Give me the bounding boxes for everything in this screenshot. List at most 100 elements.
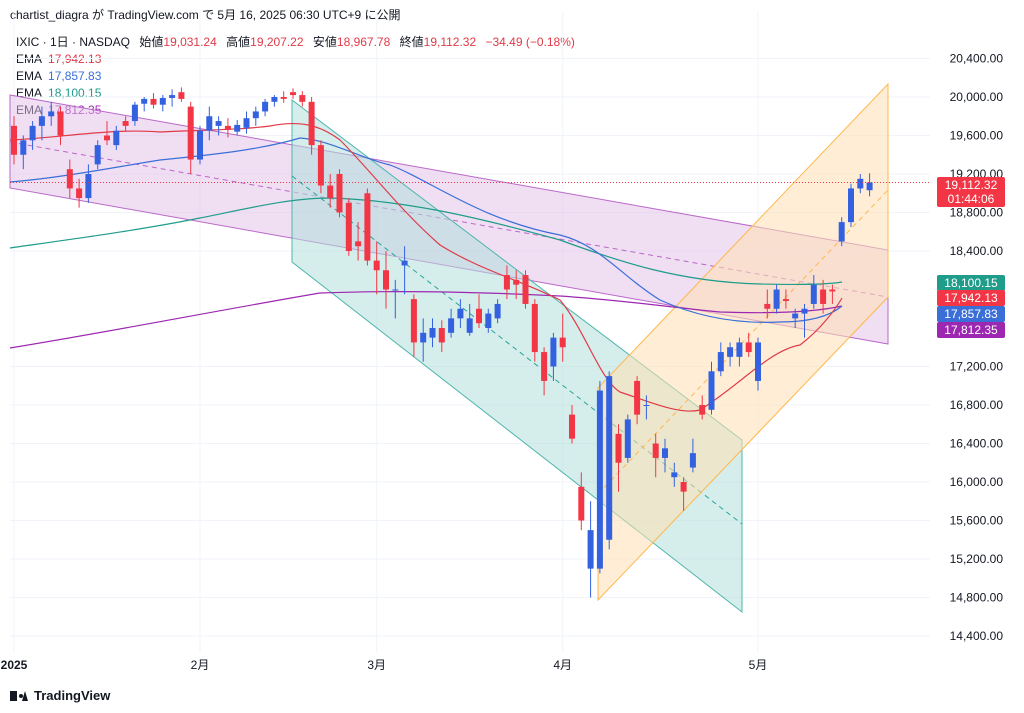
candle: [383, 251, 389, 309]
candle-body: [689, 453, 696, 468]
candle: [104, 121, 110, 146]
candle-body: [85, 174, 92, 199]
publisher-line: chartist_diagra が TradingView.com で 5月 1…: [10, 8, 401, 22]
x-tick-label: 2月: [191, 658, 210, 672]
candle: [169, 89, 176, 107]
tradingview-logo[interactable]: TradingView: [10, 688, 110, 703]
candle-body: [717, 352, 724, 372]
candle-body: [624, 419, 631, 458]
y-tick-label: 18,800.00: [950, 206, 1004, 220]
candle-body: [141, 98, 148, 104]
candle: [197, 125, 203, 165]
candle: [652, 433, 659, 478]
candle-body: [476, 308, 482, 324]
candle: [20, 135, 27, 170]
candle: [364, 188, 371, 266]
candle-body: [317, 145, 324, 186]
candle-body: [76, 188, 83, 199]
candle-body: [671, 472, 678, 478]
candle: [717, 342, 724, 377]
candle: [131, 101, 138, 126]
candle: [466, 303, 473, 336]
candle: [494, 299, 501, 324]
candle-body: [169, 95, 176, 98]
candle: [76, 178, 83, 208]
brand-name: TradingView: [34, 688, 111, 703]
candle: [66, 159, 73, 199]
candle-body: [466, 318, 473, 333]
price-badge-value: 17,857.83: [944, 307, 998, 321]
x-tick-label: 4月: [553, 658, 572, 672]
candle-body: [652, 443, 659, 458]
candle: [596, 380, 603, 574]
candle: [38, 106, 45, 141]
candle: [727, 342, 734, 367]
candle-body: [782, 299, 789, 302]
candle: [634, 376, 641, 425]
candle-body: [410, 299, 417, 343]
candle-body: [150, 98, 157, 105]
candle-body: [355, 241, 362, 247]
candle: [308, 97, 315, 155]
candle: [848, 183, 854, 227]
candle: [355, 222, 362, 261]
y-tick-label: 17,200.00: [950, 360, 1004, 374]
candle: [48, 101, 55, 126]
candle: [410, 294, 417, 357]
candle: [708, 361, 715, 415]
candle: [820, 279, 827, 314]
ema-legend-row[interactable]: EMA 17,857.83: [16, 68, 581, 85]
candle-body: [122, 121, 129, 126]
candle: [689, 438, 696, 473]
candle-body: [48, 111, 55, 117]
candle-body: [20, 140, 27, 155]
candle-body: [541, 352, 548, 381]
candle: [57, 106, 64, 146]
candle-body: [773, 289, 780, 309]
candle-body: [680, 482, 687, 492]
candle-body: [131, 104, 138, 122]
candle: [373, 241, 380, 295]
candle-body: [364, 193, 371, 261]
candle-body: [699, 405, 706, 415]
candle-body: [531, 303, 538, 353]
candle: [122, 116, 129, 131]
candle-body: [615, 433, 622, 463]
candle-body: [178, 92, 185, 99]
price-badge: [937, 322, 1005, 338]
candle-body: [503, 275, 510, 290]
candle: [615, 424, 622, 492]
high-value: 19,207.22: [250, 35, 304, 49]
candle: [178, 87, 185, 102]
candle-body: [578, 486, 585, 521]
candle-body: [252, 111, 259, 119]
candle-body: [829, 289, 836, 292]
candle-body: [383, 270, 389, 290]
candle-body: [94, 145, 101, 165]
candle: [476, 294, 482, 328]
candlestick-series: [11, 87, 873, 598]
x-tick-label: 2025: [1, 658, 28, 672]
candle-body: [820, 289, 827, 304]
candle-body: [308, 101, 315, 146]
candle: [457, 299, 464, 328]
open-value: 19,031.24: [163, 35, 217, 49]
candle-body: [522, 275, 529, 304]
candle-body: [494, 303, 501, 319]
candle-body: [643, 405, 650, 406]
candle-body: [513, 279, 520, 285]
time-axis[interactable]: 2025 2月 3月 4月 5月: [1, 658, 768, 672]
candle: [187, 101, 194, 174]
candle: [215, 116, 222, 136]
candle-body: [429, 328, 436, 338]
candle: [29, 121, 36, 150]
price-badge-countdown: 01:44:06: [948, 192, 995, 206]
candle: [680, 477, 687, 511]
price-axis[interactable]: 14,400.00 14,800.00 15,200.00 15,600.00 16,0…: [950, 52, 1004, 644]
candle-body: [662, 448, 668, 458]
candle-body: [280, 97, 287, 99]
candle-body: [197, 130, 203, 160]
open-label: 始値: [139, 35, 164, 49]
candle: [150, 93, 157, 109]
